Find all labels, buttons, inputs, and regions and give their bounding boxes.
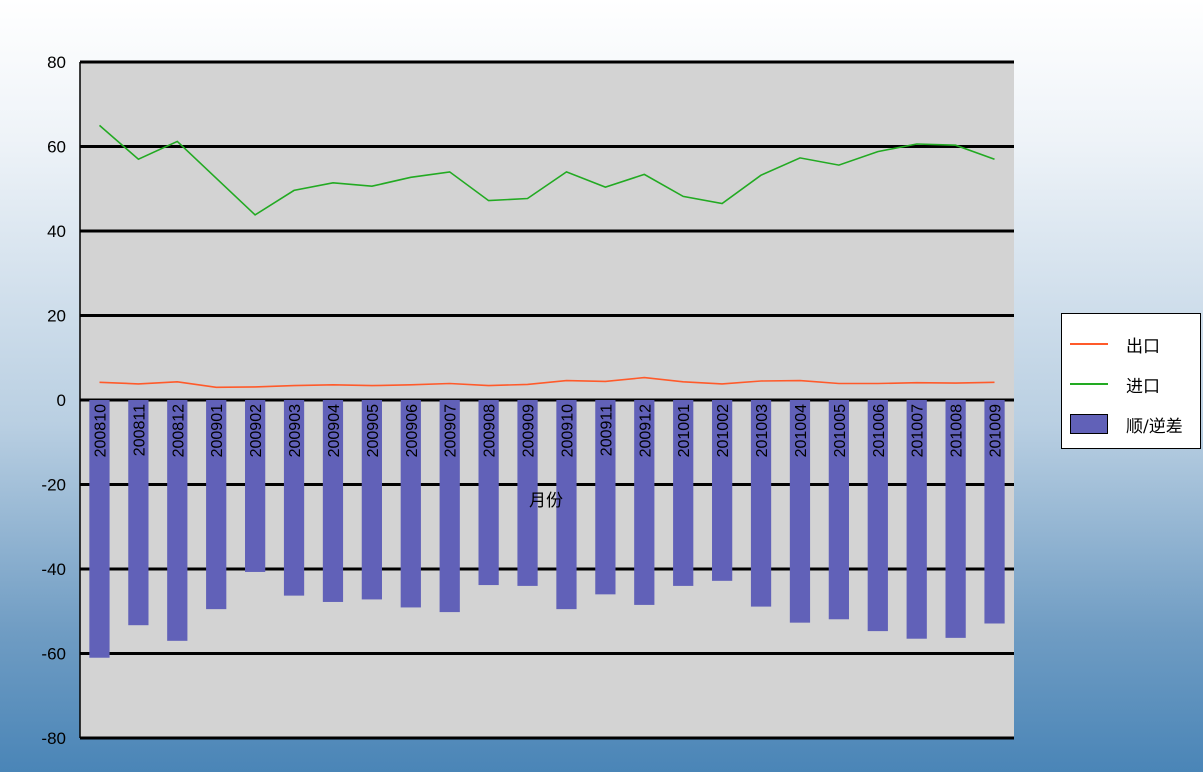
- y-tick-label: 40: [47, 222, 66, 241]
- y-tick-label: 20: [47, 307, 66, 326]
- bar-balance: [750, 400, 772, 607]
- legend-label-import: 进口: [1126, 376, 1160, 397]
- x-tick-label: 201006: [871, 404, 888, 457]
- bar-balance: [400, 400, 421, 608]
- x-tick-label: 200811: [131, 404, 148, 456]
- legend-swatch-import: [1070, 383, 1108, 385]
- x-tick-label: 201008: [949, 404, 966, 457]
- x-tick-label: 201003: [754, 404, 771, 457]
- x-tick-label: 200906: [404, 404, 421, 457]
- x-tick-label: 200812: [170, 404, 187, 457]
- x-tick-label: 201001: [676, 404, 693, 457]
- x-tick-label: 201009: [988, 404, 1005, 457]
- legend: 出口 进口 顺/逆差: [1061, 313, 1201, 449]
- bar-balance: [673, 400, 694, 586]
- bar-balance: [556, 400, 577, 610]
- y-tick-label: 0: [57, 391, 66, 410]
- legend-swatch-balance: [1070, 414, 1108, 434]
- x-tick-label: 201004: [793, 404, 810, 457]
- x-tick-label: 200810: [92, 404, 109, 457]
- legend-label-balance: 顺/逆差: [1126, 416, 1183, 437]
- bar-balance: [478, 400, 499, 586]
- bar-balance: [517, 400, 538, 586]
- y-tick-label: -40: [41, 560, 66, 579]
- bar-balance: [867, 400, 888, 632]
- legend-item-export: 出口: [1062, 329, 1160, 359]
- y-tick-label: -60: [41, 645, 66, 664]
- x-tick-label: 200912: [637, 404, 654, 457]
- x-tick-label: 201005: [832, 404, 849, 457]
- bar-balance: [322, 400, 344, 602]
- bar-balance: [283, 400, 305, 596]
- x-tick-label: 200907: [443, 404, 460, 457]
- x-tick-label: 200903: [287, 404, 304, 457]
- x-tick-label: 201002: [715, 404, 732, 457]
- series-line-export: [99, 376, 995, 389]
- y-tick-label: 60: [47, 138, 66, 157]
- bar-balance: [128, 400, 149, 626]
- bar-balance: [245, 400, 266, 572]
- legend-item-balance: 顺/逆差: [1062, 409, 1183, 439]
- x-tick-label: 200901: [209, 404, 226, 457]
- bar-balance: [361, 400, 382, 600]
- bar-balance: [712, 400, 733, 581]
- x-tick-label: 200911: [598, 404, 615, 456]
- bar-balance: [828, 400, 849, 620]
- bar-balance: [984, 400, 1005, 624]
- y-tick-label: -80: [41, 729, 66, 748]
- x-tick-label: 200902: [248, 404, 265, 457]
- x-tick-label: 200908: [482, 404, 499, 457]
- x-tick-label: 200905: [365, 404, 382, 457]
- y-tick-label: 80: [47, 53, 66, 72]
- bar-balance: [439, 400, 460, 613]
- x-tick-label: 200909: [521, 404, 538, 457]
- bar-balance: [789, 400, 811, 623]
- bar-balance: [945, 400, 966, 638]
- bar-balance: [906, 400, 927, 639]
- legend-label-export: 出口: [1126, 336, 1160, 357]
- x-tick-label: 200910: [559, 404, 576, 457]
- bar-balance: [167, 400, 188, 641]
- bar-balance: [595, 400, 616, 595]
- legend-swatch-export: [1070, 343, 1108, 345]
- x-tick-label: 201007: [910, 404, 927, 457]
- bar-balance: [89, 400, 110, 658]
- y-tick-label: -20: [41, 476, 66, 495]
- bar-balance: [206, 400, 227, 610]
- bar-balance: [634, 400, 655, 605]
- series-line-import: [98, 124, 995, 216]
- x-tick-label: 200904: [326, 404, 343, 457]
- x-axis-title: 月份: [529, 491, 563, 510]
- legend-item-import: 进口: [1062, 369, 1160, 399]
